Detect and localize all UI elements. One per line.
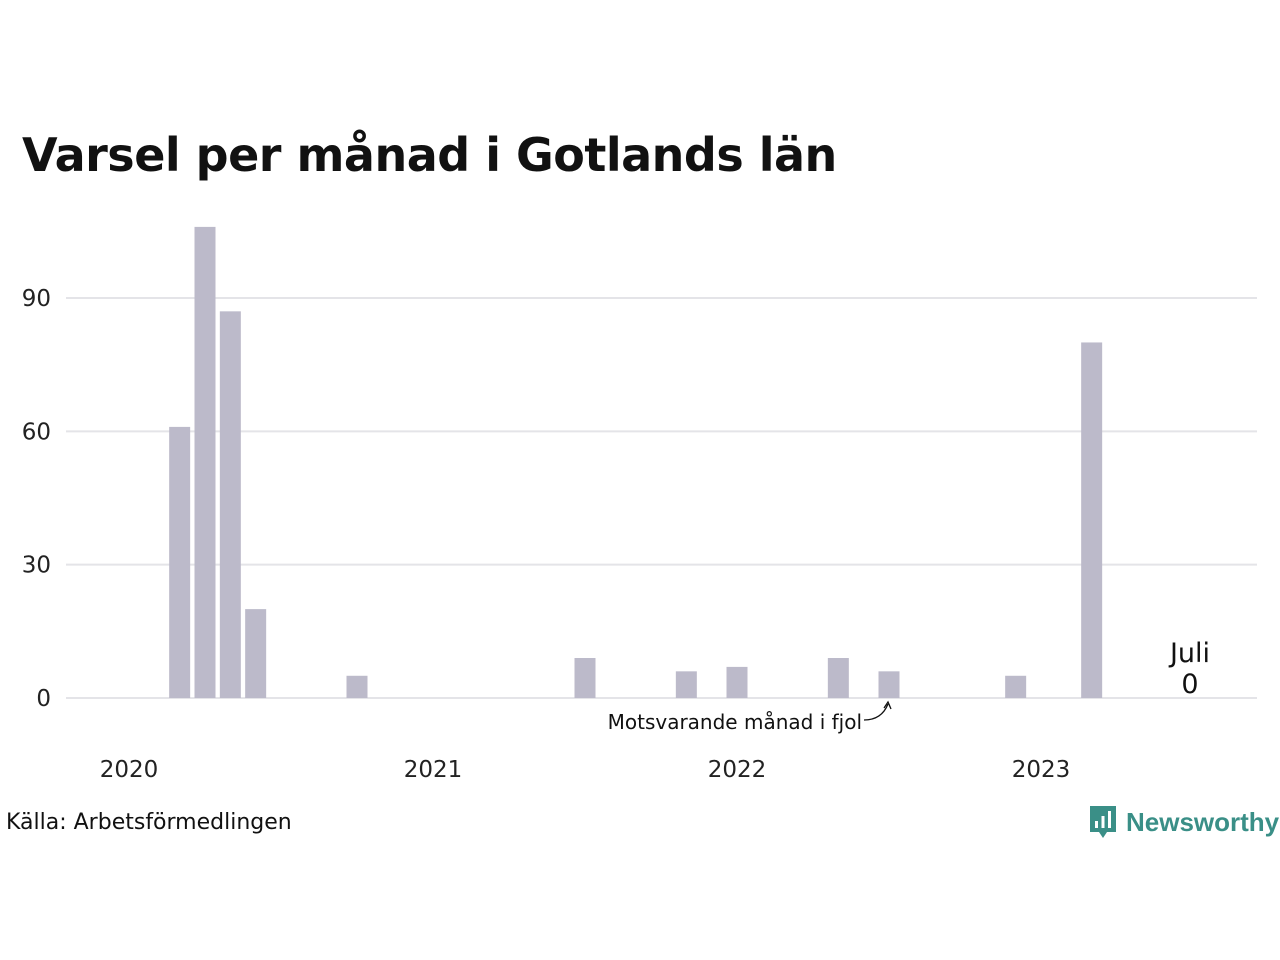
bar-chart-speech-bubble-icon (1090, 806, 1116, 838)
bars (169, 226, 1103, 698)
prev-year-annotation: Motsvarande månad i fjol (608, 710, 862, 734)
x-axis-ticks: 2020 2021 2022 2023 (100, 757, 1071, 783)
bar-2020-06 (245, 609, 267, 698)
source-note: Källa: Arbetsförmedlingen (6, 810, 292, 835)
grid-lines (66, 297, 1257, 699)
bar-2020-05 (219, 311, 241, 698)
annotations: Juli 0 Motsvarande månad i fjol (608, 638, 1210, 734)
bar-2020-10 (346, 675, 368, 698)
bar-2020-04 (194, 226, 216, 698)
bar-2022-05 (827, 658, 849, 698)
y-tick-label: 30 (22, 553, 51, 579)
last-month-label: Juli (1168, 638, 1210, 669)
prev-year-arrow (863, 703, 889, 721)
y-tick-label: 60 (22, 419, 51, 445)
x-tick-label: 2021 (404, 757, 463, 783)
y-tick-label: 0 (36, 686, 51, 712)
x-tick-label: 2020 (100, 757, 159, 783)
y-axis-ticks: 0 30 60 90 (22, 286, 51, 712)
bar-2022-01 (726, 666, 748, 698)
bar-2022-12 (1005, 675, 1027, 698)
bar-2021-11 (675, 671, 697, 698)
bar-2020-03 (169, 426, 191, 698)
bar-2022-07 (878, 671, 900, 698)
bar-2023-03 (1081, 342, 1103, 698)
last-month-value: 0 (1181, 669, 1198, 700)
arrow-head-icon (883, 700, 892, 710)
x-tick-label: 2022 (708, 757, 767, 783)
brand-name: Newsworthy (1126, 806, 1280, 837)
newsworthy-logo: Newsworthy (1088, 804, 1279, 840)
y-tick-label: 90 (22, 286, 51, 312)
bar-2021-07 (574, 658, 596, 698)
x-tick-label: 2023 (1012, 757, 1071, 783)
chart-title: Varsel per månad i Gotlands län (22, 128, 837, 182)
